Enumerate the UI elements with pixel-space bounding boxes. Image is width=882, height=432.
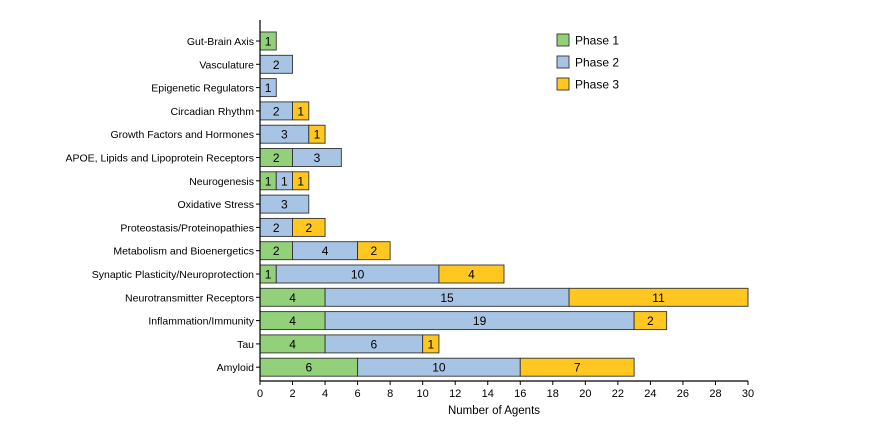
bar-value-label: 4 <box>322 244 329 258</box>
x-tick-label: 18 <box>547 388 559 400</box>
category-label: Metabolism and Bioenergetics <box>113 246 254 258</box>
bar-value-label: 15 <box>440 291 454 305</box>
category-label: Proteostasis/Proteinopathies <box>120 222 254 234</box>
bar-value-label: 2 <box>647 314 654 328</box>
legend-swatch-phase-2 <box>556 55 570 69</box>
category-label: Growth Factors and Hormones <box>110 129 254 141</box>
x-tick-label: 12 <box>449 388 461 400</box>
bar-value-label: 19 <box>473 314 487 328</box>
category-label: Tau <box>237 339 254 351</box>
category-label: Synaptic Plasticity/Neuroprotection <box>92 269 254 281</box>
bar-value-label: 1 <box>297 104 304 118</box>
category-label: Epigenetic Regulators <box>151 83 254 95</box>
bar-phase-3 <box>292 217 326 237</box>
x-tick-label: 26 <box>677 388 689 400</box>
bar-value-label: 1 <box>265 268 272 282</box>
bar-value-label: 6 <box>371 337 378 351</box>
category-label: APOE, Lipids and Lipoprotein Receptors <box>65 153 254 165</box>
bar-value-label: 1 <box>265 174 272 188</box>
legend-swatch-phase-3 <box>556 77 570 91</box>
x-tick-label: 20 <box>579 388 591 400</box>
bar-phase-3 <box>292 101 310 121</box>
bar-phase-3 <box>308 124 326 144</box>
bar-value-label: 4 <box>289 291 296 305</box>
bar-value-label: 2 <box>273 221 280 235</box>
category-label: Neurogenesis <box>189 176 254 188</box>
bar-value-label: 2 <box>371 244 378 258</box>
bar-value-label: 11 <box>652 291 665 305</box>
bar-phase-3 <box>633 311 668 331</box>
bar-value-label: 2 <box>273 151 280 165</box>
bar-value-label: 2 <box>305 221 312 235</box>
x-tick-label: 30 <box>742 388 754 400</box>
x-tick-label: 14 <box>482 388 494 400</box>
x-axis-title: Number of Agents <box>448 405 540 417</box>
bar-value-label: 2 <box>273 58 280 72</box>
bar-phase-3 <box>357 241 391 261</box>
bar-value-label: 10 <box>351 268 365 282</box>
bar-value-label: 2 <box>273 244 280 258</box>
bar-value-label: 3 <box>281 128 288 142</box>
axis-layer: Gut-Brain Axis Vasculature Epigenetic Regu… <box>65 20 754 417</box>
x-tick-label: 10 <box>417 388 429 400</box>
category-label: Gut-Brain Axis <box>187 36 254 48</box>
bar-value-label: 3 <box>281 198 288 212</box>
category-label: Circadian Rhythm <box>171 106 255 118</box>
bar-phase-2 <box>292 148 342 167</box>
category-label: Inflammation/Immunity <box>148 316 254 328</box>
bar-value-label: 1 <box>265 35 272 49</box>
bar-value-label: 4 <box>289 314 296 328</box>
legend-label: Phase 2 <box>575 56 619 70</box>
bar-value-label: 3 <box>314 151 321 165</box>
x-tick-label: 6 <box>355 388 361 400</box>
bar-value-label: 1 <box>314 128 321 142</box>
category-label: Vasculature <box>199 59 254 71</box>
bar-value-label: 1 <box>281 174 288 188</box>
category-label: Amyloid <box>217 362 255 374</box>
x-tick-label: 2 <box>289 388 295 400</box>
bar-value-label: 4 <box>468 268 475 282</box>
bar-phase-3 <box>568 287 749 307</box>
legend-label: Phase 1 <box>575 34 619 48</box>
category-label: Neurotransmitter Receptors <box>125 292 254 304</box>
legend: Phase 1 Phase 2 Phase 3 <box>556 33 619 92</box>
bar-value-label: 2 <box>273 104 280 118</box>
bar-value-label: 6 <box>305 361 312 375</box>
x-tick-label: 24 <box>644 388 656 400</box>
bar-phase-3 <box>292 171 310 191</box>
category-label: Oxidative Stress <box>178 199 254 211</box>
legend-swatch-phase-1 <box>556 33 570 47</box>
x-tick-label: 8 <box>387 388 393 400</box>
x-tick-label: 0 <box>257 388 263 400</box>
bar-value-label: 7 <box>574 361 581 375</box>
bar-value-label: 1 <box>427 337 434 351</box>
legend-label: Phase 3 <box>575 78 619 92</box>
bar-value-label: 10 <box>432 361 446 375</box>
bar-value-label: 1 <box>265 81 272 95</box>
bar-phase-3 <box>422 334 440 354</box>
bar-phase-3 <box>438 264 505 284</box>
bar-value-label: 4 <box>289 337 296 351</box>
x-tick-label: 22 <box>612 388 624 400</box>
x-tick-label: 4 <box>322 388 328 400</box>
x-tick-label: 28 <box>709 388 721 400</box>
bar-value-label: 1 <box>297 174 304 188</box>
x-tick-label: 16 <box>514 388 526 400</box>
bar-phase-3 <box>519 357 635 377</box>
